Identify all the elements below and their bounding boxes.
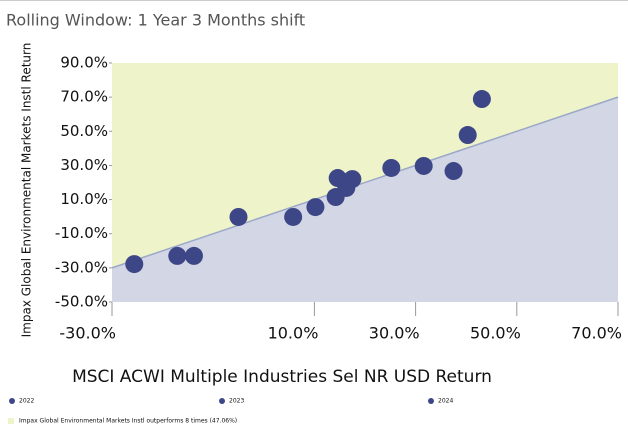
x-tick-label: -30.0% [59, 324, 116, 343]
point [444, 162, 463, 181]
point [168, 246, 187, 265]
x-tick-label: 50.0% [470, 324, 521, 343]
point [229, 207, 248, 226]
y-tick-label: 50.0% [60, 122, 108, 140]
underperform-region [112, 97, 618, 303]
point [414, 156, 433, 175]
y-tick-label: -50.0% [55, 293, 108, 311]
x-tick-label: 30.0% [369, 324, 420, 343]
point [343, 170, 362, 189]
x-tick-label: 70.0% [571, 324, 622, 343]
point [284, 207, 303, 226]
point [184, 246, 203, 265]
point [306, 198, 325, 217]
legend-label: 2023 [229, 398, 244, 405]
y-tick-label: -10.0% [55, 224, 108, 242]
point [472, 90, 491, 109]
x-tick-label: 10.0% [268, 324, 319, 343]
legend-label: 2022 [19, 398, 34, 405]
legend-label: Impax Global Environmental Markets Instl… [19, 418, 237, 425]
legend-marker [9, 398, 15, 404]
chart-title: Rolling Window: 1 Year 3 Months shift [6, 11, 305, 30]
legend-marker [219, 398, 225, 404]
legend-swatch [8, 418, 14, 424]
point [458, 126, 477, 145]
legend-label: 2024 [438, 398, 453, 405]
point [125, 255, 144, 274]
y-tick-label: 10.0% [60, 190, 108, 208]
y-tick-label: 90.0% [60, 54, 108, 72]
point [382, 158, 401, 177]
legend-marker [428, 398, 434, 404]
diagonal-line [111, 96, 619, 269]
y-axis-label: Impax Global Environmental Markets Instl… [20, 43, 34, 338]
y-tick-label: 30.0% [60, 156, 108, 174]
x-axis-label: MSCI ACWI Multiple Industries Sel NR USD… [72, 367, 492, 387]
y-tick-label: -30.0% [55, 258, 108, 276]
y-tick-label: 70.0% [60, 88, 108, 106]
